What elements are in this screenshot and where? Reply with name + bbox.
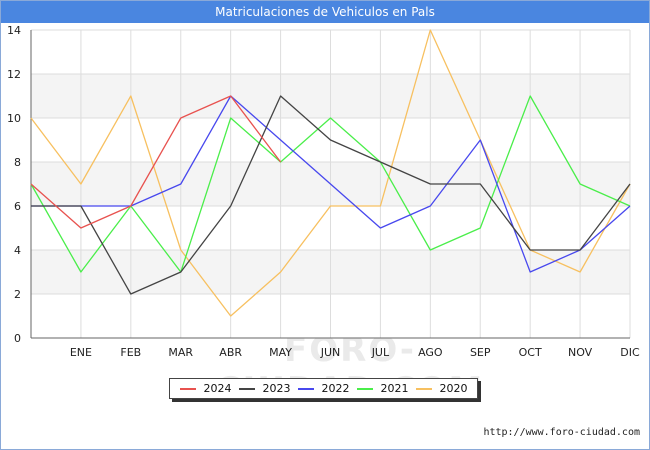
y-tick-label: 2: [14, 288, 21, 301]
y-tick-label: 0: [14, 332, 21, 345]
x-tick-label: AGO: [418, 346, 443, 359]
legend-label: 2024: [203, 382, 232, 395]
legend-label: 2022: [321, 382, 350, 395]
x-tick-label: FEB: [120, 346, 141, 359]
x-tick-label: ABR: [219, 346, 242, 359]
y-tick-label: 4: [14, 244, 21, 257]
legend-label: 2023: [262, 382, 291, 395]
y-tick-label: 12: [7, 68, 21, 81]
x-tick-label: MAY: [269, 346, 292, 359]
x-tick-label: OCT: [519, 346, 542, 359]
x-tick-label: ENE: [70, 346, 92, 359]
x-tick-label: MAR: [168, 346, 193, 359]
legend-swatch: [238, 387, 255, 390]
y-tick-label: 8: [14, 156, 21, 169]
legend-item-2020: 2020: [415, 382, 468, 395]
legend-label: 2020: [439, 382, 468, 395]
chart-legend: 2024 2023 2022 2021 2020: [169, 378, 478, 399]
series-line-2024: [30, 95, 282, 229]
legend-item-2024: 2024: [179, 382, 232, 395]
legend-item-2021: 2021: [356, 382, 409, 395]
x-tick-label: NOV: [568, 346, 593, 359]
legend-swatch: [415, 387, 432, 390]
source-url[interactable]: http://www.foro-ciudad.com: [483, 427, 640, 438]
legend-swatch: [356, 387, 373, 390]
y-tick-label: 10: [7, 112, 21, 125]
y-tick-label: 14: [7, 24, 21, 37]
legend-item-2023: 2023: [238, 382, 291, 395]
legend-swatch: [179, 387, 196, 390]
x-tick-label: JUL: [371, 346, 390, 359]
x-tick-label: SEP: [470, 346, 491, 359]
series-line-2023: [31, 95, 631, 295]
legend-label: 2021: [380, 382, 409, 395]
x-tick-label: DIC: [620, 346, 640, 359]
y-tick-label: 6: [14, 200, 21, 213]
chart-title: Matriculaciones de Vehiculos en Pals: [1, 1, 649, 23]
legend-item-2022: 2022: [297, 382, 350, 395]
legend-swatch: [297, 387, 314, 390]
x-tick-label: JUN: [320, 346, 341, 359]
